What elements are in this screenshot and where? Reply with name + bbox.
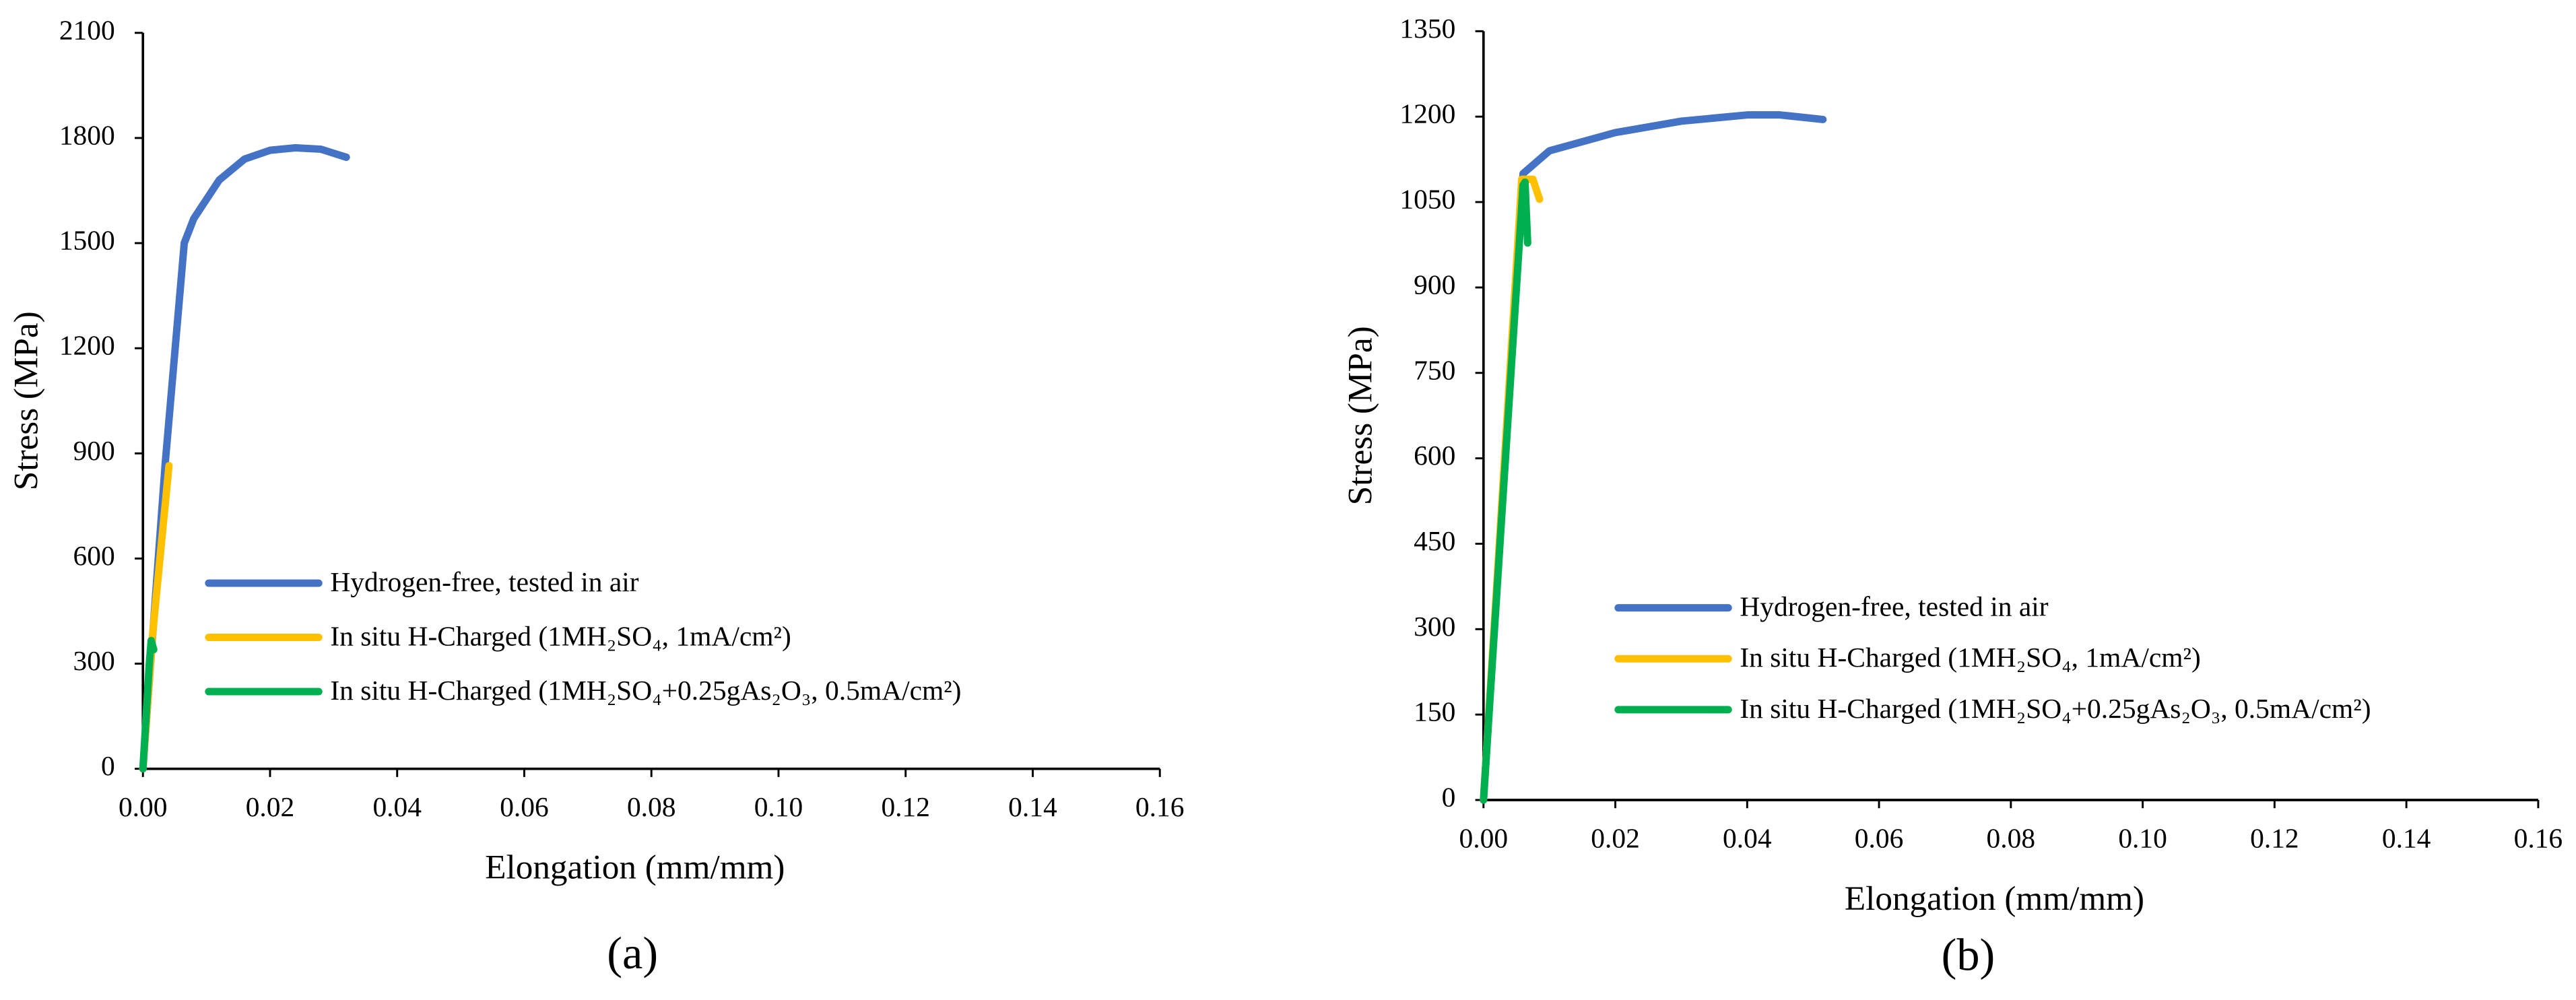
- legend-label: Hydrogen-free, tested in air: [330, 566, 638, 597]
- y-tick-label: 1800: [59, 119, 115, 150]
- y-tick-label: 750: [1414, 354, 1455, 385]
- x-tick-label: 0.10: [2118, 822, 2167, 853]
- y-tick-label: 150: [1414, 696, 1455, 727]
- y-axis-title: Stress (MPa): [1341, 326, 1379, 505]
- y-tick-label: 1200: [59, 330, 115, 361]
- y-tick-label: 600: [1414, 440, 1455, 471]
- y-tick-label: 900: [73, 435, 115, 466]
- x-tick-label: 0.08: [627, 791, 676, 822]
- legend-label: In situ H-Charged (1MH₂SO₄+0.25gAs₂O₃, 0…: [1740, 693, 2371, 725]
- data-line: [1480, 178, 1531, 804]
- x-tick-label: 0.04: [372, 791, 422, 822]
- x-axis-title: Elongation (mm/mm): [1845, 879, 2144, 918]
- x-tick-label: 0.10: [754, 791, 803, 822]
- x-tick-label: 0.12: [881, 791, 930, 822]
- y-tick-label: 300: [73, 645, 115, 676]
- x-tick-label: 0.00: [119, 791, 168, 822]
- x-tick-label: 0.02: [246, 791, 295, 822]
- x-tick-label: 0.06: [1855, 822, 1904, 853]
- panel-label: (a): [607, 927, 658, 978]
- x-tick-label: 0.02: [1591, 822, 1640, 853]
- data-line: [1480, 111, 1827, 804]
- legend-label: In situ H-Charged (1MH₂SO₄+0.25gAs₂O₃, 0…: [330, 675, 961, 706]
- y-tick-label: 300: [1414, 611, 1455, 642]
- legend-label: Hydrogen-free, tested in air: [1740, 591, 2048, 622]
- x-tick-label: 0.12: [2250, 822, 2299, 853]
- legend-label: In situ H-Charged (1MH₂SO₄, 1mA/cm²): [330, 620, 791, 652]
- y-tick-label: 1350: [1399, 13, 1455, 44]
- x-axis-title: Elongation (mm/mm): [485, 848, 785, 887]
- y-axis-title: Stress (MPa): [7, 311, 46, 490]
- y-tick-label: 900: [1414, 269, 1455, 300]
- x-tick-label: 0.04: [1723, 822, 1772, 853]
- y-tick-label: 1200: [1399, 98, 1455, 129]
- data-line: [139, 143, 350, 773]
- x-tick-label: 0.06: [500, 791, 549, 822]
- panel-label: (b): [1942, 929, 1995, 980]
- data-line: [139, 636, 158, 773]
- y-tick-label: 1500: [59, 225, 115, 256]
- y-tick-label: 0: [101, 750, 115, 781]
- x-tick-label: 0.08: [1987, 822, 2036, 853]
- x-tick-label: 0.14: [2382, 822, 2431, 853]
- x-tick-label: 0.14: [1008, 791, 1057, 822]
- y-tick-label: 2100: [59, 14, 115, 45]
- y-tick-label: 450: [1414, 525, 1455, 556]
- y-tick-label: 1050: [1399, 184, 1455, 215]
- x-tick-label: 0.16: [2514, 822, 2563, 853]
- y-tick-label: 600: [73, 540, 115, 571]
- legend-label: In situ H-Charged (1MH₂SO₄, 1mA/cm²): [1740, 642, 2200, 673]
- x-tick-label: 0.16: [1135, 791, 1185, 822]
- x-tick-label: 0.00: [1459, 822, 1509, 853]
- y-tick-label: 0: [1442, 782, 1456, 813]
